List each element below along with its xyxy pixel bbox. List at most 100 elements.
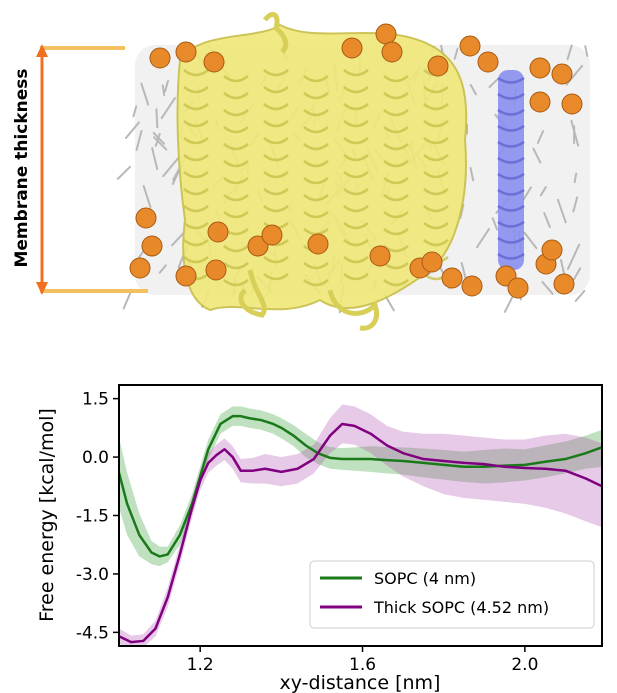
headgroup-sphere	[541, 239, 563, 261]
helix-turn	[223, 126, 249, 134]
lipid-tail	[522, 186, 532, 201]
lipid-tail	[469, 167, 475, 182]
lipid-tail	[151, 147, 159, 171]
blue-helix-turn	[497, 220, 525, 228]
y-axis-label: Free energy [kcal/mol]	[36, 408, 58, 622]
blue-helix-turn	[497, 188, 525, 196]
lipid-tail	[539, 186, 547, 197]
headgroup-spheres	[129, 23, 583, 299]
helix-turn	[303, 75, 329, 83]
headgroup-sphere	[477, 51, 499, 73]
helix-turn	[183, 86, 209, 94]
helix-turn	[263, 103, 289, 111]
helix-turn	[383, 194, 409, 202]
y-tick-label: 0.0	[82, 448, 109, 468]
thickness-arrow-head-bottom	[36, 282, 48, 295]
lipid-tail	[475, 228, 490, 249]
headgroup-sphere	[129, 257, 151, 279]
x-ticks: 1.2 1.6 2.0	[187, 646, 538, 675]
helix-turn	[223, 109, 249, 117]
helix-turn	[383, 228, 409, 236]
helix-turn	[303, 177, 329, 185]
helix-turn	[263, 86, 289, 94]
helix-turn	[263, 273, 289, 281]
blue-helix-turn	[497, 76, 525, 84]
helix-turn	[183, 137, 209, 145]
lipid-tail	[140, 82, 150, 106]
helix-turn	[183, 188, 209, 196]
headgroup-sphere	[175, 41, 197, 63]
helix-turn	[183, 103, 209, 111]
headgroup-sphere	[141, 235, 163, 257]
headgroup-sphere	[507, 277, 529, 299]
lipid-tail	[570, 119, 580, 147]
free-energy-chart: 1.2 1.6 2.0 1.5 0.0 -1.5 -3.0 -4.5 xy-distance…	[36, 384, 603, 693]
helix-turn	[423, 86, 449, 94]
helix-turn	[223, 262, 249, 270]
lipid-tail	[135, 130, 143, 151]
membrane-protein-illustration: Membrane thickness	[12, 12, 590, 331]
lipid-tail	[158, 264, 167, 274]
helix-turn	[343, 205, 369, 213]
helix-turn	[383, 279, 409, 287]
lipid-tail	[536, 130, 545, 145]
lipid-tail	[566, 44, 573, 61]
helix-turn	[423, 137, 449, 145]
headgroup-sphere	[461, 275, 483, 297]
lipid-tail	[541, 280, 554, 295]
blue-helix-body	[498, 70, 524, 270]
helix-turn	[303, 143, 329, 151]
headgroup-sphere	[529, 57, 551, 79]
headgroup-sphere	[529, 91, 551, 113]
helix-turn	[303, 126, 329, 134]
confidence-band-0	[119, 406, 602, 567]
lipid-tail	[153, 136, 168, 151]
helix-turn	[183, 222, 209, 230]
helix-turn	[183, 154, 209, 162]
helix-turn	[383, 160, 409, 168]
blue-helix	[497, 70, 525, 270]
blue-helix-stripes	[497, 76, 525, 260]
helix-turn	[263, 137, 289, 145]
lipid-tail	[116, 165, 132, 180]
helix-turn	[223, 177, 249, 185]
helix-turn	[383, 109, 409, 117]
helix-turn	[183, 205, 209, 213]
helix-turn	[423, 188, 449, 196]
lipid-tail	[574, 289, 586, 303]
headgroup-sphere	[553, 273, 575, 295]
helix-turn	[383, 143, 409, 151]
helix-turn	[343, 239, 369, 247]
helix-turn	[263, 154, 289, 162]
helix-turn	[303, 279, 329, 287]
x-tick-label: 1.6	[349, 655, 376, 675]
headgroup-sphere	[307, 233, 329, 255]
helix-turn	[183, 120, 209, 128]
blue-helix-turn	[497, 236, 525, 244]
helix-turn	[343, 86, 369, 94]
legend: SOPC (4 nm) Thick SOPC (4.52 nm)	[309, 560, 595, 629]
headgroup-sphere	[427, 55, 449, 77]
headgroup-sphere	[261, 224, 283, 246]
loop-bottom-center	[327, 289, 379, 331]
blue-helix-turn	[497, 140, 525, 148]
helix-turn	[343, 273, 369, 281]
helix-turn	[343, 256, 369, 264]
helix-turn	[423, 239, 449, 247]
headgroup-sphere	[203, 51, 225, 73]
lipid-tail	[523, 231, 538, 250]
headgroup-sphere	[421, 251, 443, 273]
lipid-tail	[543, 211, 551, 229]
helix-turn	[263, 120, 289, 128]
y-tick-label: -1.5	[76, 507, 109, 527]
headgroup-sphere	[381, 41, 403, 63]
loop-bottom-left	[238, 269, 267, 318]
helix-turn	[183, 69, 209, 77]
helix-turn	[263, 69, 289, 77]
lipid-tail	[488, 78, 499, 89]
helix-turn	[423, 205, 449, 213]
lipid-tail	[164, 79, 169, 93]
lipid-tail	[572, 267, 582, 281]
thickness-arrow-head-top	[36, 44, 48, 57]
helix-turn	[343, 103, 369, 111]
